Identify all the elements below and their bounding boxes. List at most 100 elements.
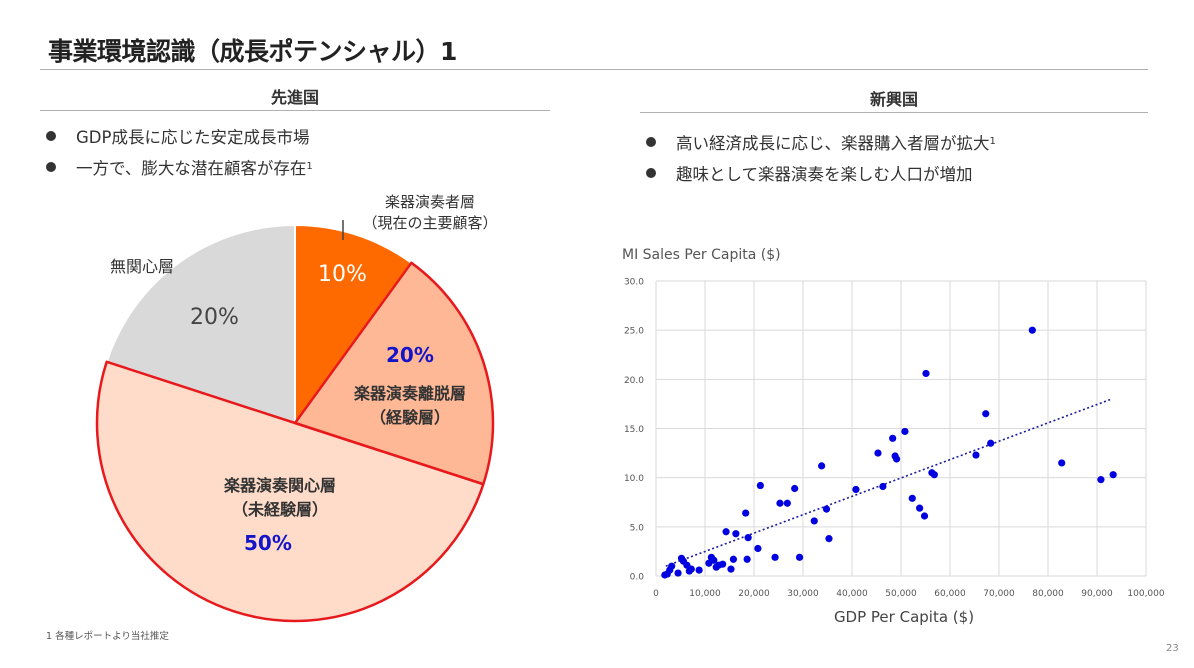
dropouts-pct: 20% — [386, 343, 434, 367]
pie-slice-players — [294, 223, 413, 427]
bullet-text: 趣味として楽器演奏を楽しむ人口が増加 — [676, 165, 973, 184]
page-number: 23 — [1166, 643, 1179, 654]
scatter-point — [818, 462, 826, 470]
scatter-point — [776, 499, 784, 507]
scatter-point — [892, 455, 901, 463]
bullet-text: 一方で、膨大な潜在顧客が存在 — [76, 159, 307, 178]
scatter-point — [687, 565, 695, 573]
scatter-point — [742, 509, 750, 517]
uninterested-label: 無関心層 — [110, 257, 175, 276]
scatter-point — [727, 565, 735, 573]
scatter-point — [874, 449, 882, 457]
y-tick-label: 5.0 — [630, 523, 645, 533]
scatter-point — [743, 555, 751, 563]
x-tick-label: 80,000 — [1032, 589, 1064, 599]
bullet-text: 高い経済成長に応じ、楽器購入者層が拡大 — [676, 134, 990, 153]
emerging-divider — [640, 112, 1148, 113]
x-tick-label: 50,000 — [885, 589, 917, 599]
interested-label-line: （未経験層） — [231, 500, 328, 519]
scatter-point — [1097, 476, 1105, 484]
y-tick-label: 25.0 — [624, 327, 644, 337]
scatter-point — [889, 434, 897, 442]
y-tick-label: 0.0 — [630, 573, 645, 583]
scatter-point — [719, 560, 727, 568]
bullet-dot-icon — [646, 137, 656, 147]
emerging-bullet: 高い経済成長に応じ、楽器購入者層が拡大 1 — [646, 130, 996, 154]
bullet-dot-icon — [46, 131, 56, 141]
developed-divider — [40, 110, 550, 111]
scatter-point — [822, 505, 831, 513]
scatter-point — [729, 555, 738, 563]
pie-outline-dropouts — [293, 261, 495, 486]
scatter-point — [756, 481, 764, 490]
x-tick-label: 30,000 — [787, 589, 819, 599]
scatter-point — [825, 535, 833, 543]
bullet-dot-icon — [646, 168, 656, 178]
scatter-point — [791, 484, 799, 493]
y-tick-label: 15.0 — [624, 425, 644, 435]
scatter-point — [795, 553, 804, 561]
scatter-point — [810, 517, 818, 525]
scatter-point — [674, 569, 682, 577]
x-axis-label: GDP Per Capita ($) — [834, 608, 974, 626]
scatter-point — [1109, 471, 1117, 479]
players-label-line: 楽器演奏者層 — [384, 193, 475, 211]
x-tick-label: 40,000 — [836, 589, 868, 599]
footnote: 1 各種レポートより当社推定 — [46, 631, 169, 642]
scatter-point — [710, 556, 718, 564]
dropouts-label-line: （経験層） — [369, 408, 450, 427]
y-tick-label: 20.0 — [624, 376, 644, 386]
interested-pct: 50% — [244, 531, 292, 555]
scatter-point — [901, 427, 909, 436]
scatter-point — [783, 499, 791, 507]
page-title: 事業環境認識（成長ポテンシャル）1 — [48, 37, 457, 66]
y-tick-label: 10.0 — [624, 474, 644, 484]
y-tick-label: 30.0 — [624, 278, 644, 288]
x-tick-label: 20,000 — [738, 589, 770, 599]
scatter-point — [972, 451, 980, 459]
emerging-heading: 新興国 — [869, 90, 918, 109]
players-label: 楽器演奏者層 （現在の主要顧客） — [345, 192, 515, 234]
interested-label: 楽器演奏関心層 （未経験層） — [200, 474, 360, 522]
x-tick-label: 100,000 — [1127, 589, 1164, 599]
x-tick-label: 70,000 — [983, 589, 1015, 599]
gdp-vs-mi-sales-scatter: MI Sales Per Capita ($) 0.0 5.0 10.0 15.0 20… — [622, 247, 1165, 626]
bullet-dot-icon — [46, 162, 56, 172]
developed-bullet: GDP成長に応じた安定成長市場 — [46, 124, 309, 148]
x-tick-label: 90,000 — [1081, 589, 1113, 599]
players-label-line: （現在の主要顧客） — [362, 214, 498, 232]
interested-label-line: 楽器演奏関心層 — [223, 476, 336, 495]
scatter-point — [908, 494, 916, 502]
scatter-point — [922, 369, 930, 378]
scatter-point — [987, 439, 995, 447]
scatter-point — [695, 566, 703, 574]
pie-slice-uninterested — [105, 223, 296, 425]
scatter-point — [982, 410, 990, 418]
emerging-bullet: 趣味として楽器演奏を楽しむ人口が増加 — [646, 161, 973, 185]
developed-bullet: 一方で、膨大な潜在顧客が存在 1 — [46, 155, 313, 179]
chart-title: MI Sales Per Capita ($) — [622, 247, 781, 263]
players-pct: 10% — [318, 262, 367, 287]
x-tick-label: 0 — [653, 589, 659, 599]
trendline — [665, 398, 1112, 567]
customer-segment-pie — [95, 220, 495, 622]
scatter-point — [1028, 326, 1036, 334]
scatter-point — [930, 471, 938, 479]
dropouts-label: 楽器演奏離脱層 （経験層） — [340, 382, 480, 430]
x-tick-label: 60,000 — [934, 589, 966, 599]
x-tick-label: 10,000 — [689, 589, 721, 599]
scatter-point — [668, 562, 676, 570]
scatter-point — [916, 504, 924, 512]
scatter-point — [1058, 459, 1066, 467]
scatter-point — [722, 528, 730, 536]
pie-outline-interested — [95, 360, 485, 622]
dropouts-label-line: 楽器演奏離脱層 — [353, 384, 466, 403]
scatter-point — [879, 482, 887, 491]
bullet-text: GDP成長に応じた安定成長市場 — [76, 128, 310, 147]
scatter-point — [732, 530, 740, 538]
uninterested-pct: 20% — [190, 305, 239, 330]
scatter-point — [754, 544, 762, 553]
title-divider — [40, 69, 1148, 70]
scatter-point — [744, 534, 752, 542]
scatter-point — [920, 512, 929, 520]
